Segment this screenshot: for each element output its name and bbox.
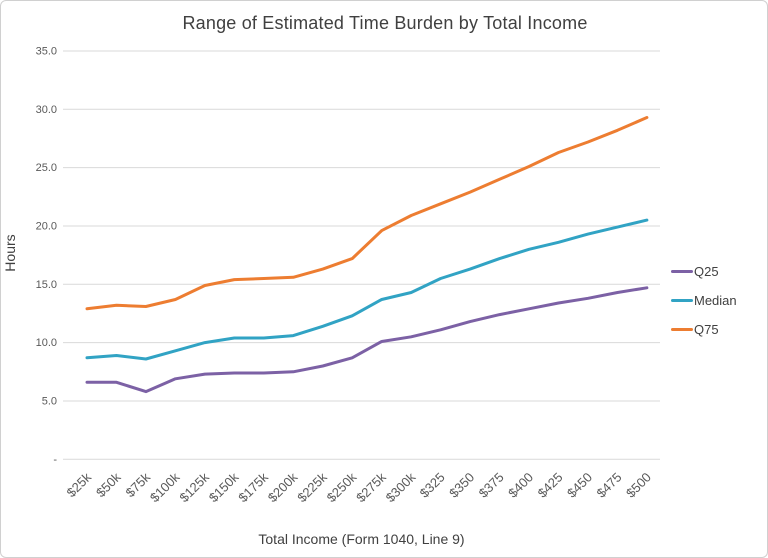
x-tick-label: $475: [594, 470, 625, 501]
x-tick-label: $375: [476, 470, 507, 501]
x-tick-label: $225k: [294, 469, 330, 505]
legend-item-q25: Q25: [671, 257, 737, 286]
x-tick-label: $175k: [235, 469, 271, 505]
x-tick-label: $125k: [176, 469, 212, 505]
legend: Q25 Median Q75: [671, 257, 737, 344]
x-tick-label: $100k: [147, 469, 183, 505]
x-tick-label: $150k: [206, 469, 242, 505]
x-tick-label: $400: [505, 470, 536, 501]
x-tick-label: $300k: [383, 469, 419, 505]
series-line-q25: [85, 286, 649, 394]
x-tick-label: $250k: [324, 469, 360, 505]
x-tick-label: $50k: [93, 469, 124, 500]
q25-line-swatch: [671, 270, 693, 273]
legend-item-q75: Q75: [671, 315, 737, 344]
legend-item-median: Median: [671, 286, 737, 315]
y-tick-label: 15.0: [36, 279, 57, 291]
median-line-swatch: [671, 299, 693, 302]
y-tick-label: 10.0: [36, 337, 57, 349]
x-tick-label: $25k: [64, 469, 95, 500]
x-tick-label: $500: [623, 470, 654, 501]
series-line-median: [85, 218, 649, 361]
series-line-q75: [85, 116, 649, 311]
y-tick-label: 35.0: [36, 45, 57, 57]
x-tick-label: $200k: [265, 469, 301, 505]
y-tick-label: 25.0: [36, 162, 57, 174]
chart-title: Range of Estimated Time Burden by Total …: [182, 13, 588, 33]
legend-label: Q25: [694, 264, 719, 279]
x-tick-label: $325: [417, 470, 448, 501]
y-tick-label: 5.0: [42, 395, 57, 407]
x-tick-label: $425: [535, 470, 566, 501]
legend-label: Median: [694, 293, 737, 308]
legend-label: Q75: [694, 322, 719, 337]
x-tick-label: $350: [446, 470, 477, 501]
x-tick-label: $450: [564, 470, 595, 501]
y-tick-label: 20.0: [36, 220, 57, 232]
y-tick-label: -: [53, 454, 57, 466]
x-axis-title: Total Income (Form 1040, Line 9): [258, 531, 465, 547]
x-tick-label: $275k: [353, 469, 389, 505]
q75-line-swatch: [671, 328, 693, 331]
y-tick-label: 30.0: [36, 104, 57, 116]
